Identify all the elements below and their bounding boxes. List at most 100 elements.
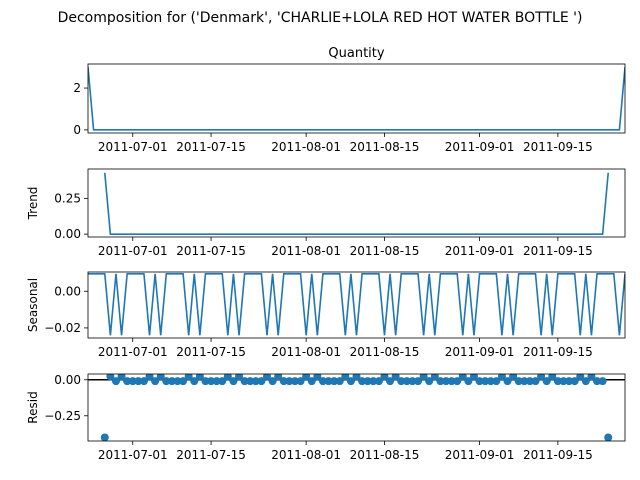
x-tick-label: 2011-09-01 <box>445 140 515 154</box>
resid-point <box>604 433 613 441</box>
y-tick-label: 0.25 <box>54 191 81 205</box>
plot-area <box>103 172 610 235</box>
series-line <box>88 67 625 131</box>
resid-point <box>218 377 227 386</box>
resid-point <box>497 374 506 381</box>
resid-point <box>111 377 120 386</box>
y-tick-label: 0.00 <box>54 227 81 241</box>
resid-point <box>302 374 311 381</box>
resid-point <box>531 377 540 386</box>
resid-point <box>139 377 148 386</box>
axes-frame <box>87 373 626 442</box>
resid-point <box>447 377 456 386</box>
resid-point <box>279 377 288 386</box>
resid-point <box>201 377 210 386</box>
resid-point <box>593 377 602 386</box>
x-tick-label: 2011-08-15 <box>350 448 420 462</box>
resid-point <box>268 377 277 386</box>
resid-point <box>335 377 344 386</box>
resid-point <box>581 377 590 386</box>
resid-point <box>162 377 171 386</box>
resid-point <box>374 377 383 386</box>
resid-point <box>151 377 160 386</box>
series-line <box>88 273 625 336</box>
resid-point <box>128 377 137 386</box>
x-tick-label: 2011-08-01 <box>271 448 341 462</box>
figure-title: Decomposition for ('Denmark', 'CHARLIE+L… <box>58 10 583 26</box>
resid-point <box>537 374 546 381</box>
y-axis-label: Resid <box>26 391 40 423</box>
resid-point <box>195 374 204 381</box>
resid-point <box>123 377 132 386</box>
resid-point <box>520 377 529 386</box>
resid-point <box>363 377 372 386</box>
resid-point <box>179 377 188 386</box>
resid-point <box>419 374 428 381</box>
resid-point <box>553 377 562 386</box>
y-tick-label: 0 <box>73 123 81 137</box>
resid-point <box>430 374 439 381</box>
resid-point <box>402 377 411 386</box>
resid-point <box>117 374 126 381</box>
resid-point <box>542 377 551 386</box>
resid-point <box>486 377 495 386</box>
resid-point <box>341 374 350 381</box>
plot-area <box>88 374 625 441</box>
resid-point <box>458 374 467 381</box>
x-tick-label: 2011-08-15 <box>350 345 420 359</box>
resid-point <box>257 377 266 386</box>
resid-point <box>453 377 462 386</box>
x-tick-label: 2011-09-01 <box>445 244 515 258</box>
panel-3: Seasonal 0.00 −0.02 2011-07-01 2011-07-15 201… <box>26 271 626 359</box>
y-tick-label: −0.25 <box>44 409 81 423</box>
resid-point <box>229 377 238 386</box>
y-tick-label: 2 <box>73 81 81 95</box>
resid-point <box>184 374 193 381</box>
axes-frame <box>87 63 626 134</box>
resid-point <box>318 377 327 386</box>
resid-point <box>358 377 367 386</box>
panel-2: Trend 0.00 0.25 2011-07-01 2011-07-15 2011-08… <box>26 168 626 258</box>
resid-point <box>559 377 568 386</box>
x-tick-label: 2011-08-01 <box>271 244 341 258</box>
x-tick-label: 2011-07-15 <box>176 345 246 359</box>
resid-point <box>285 377 294 386</box>
resid-point <box>307 377 316 386</box>
x-tick-label: 2011-09-15 <box>523 448 593 462</box>
x-tick-label: 2011-08-01 <box>271 140 341 154</box>
y-tick-label: −0.02 <box>44 321 81 335</box>
resid-point <box>548 374 557 381</box>
x-tick-label: 2011-08-01 <box>271 345 341 359</box>
resid-point <box>290 377 299 386</box>
resid-point <box>190 377 199 386</box>
resid-point <box>576 374 585 381</box>
axes-frame <box>87 271 626 339</box>
resid-point <box>464 377 473 386</box>
x-tick-label: 2011-09-15 <box>523 140 593 154</box>
resid-point <box>251 377 260 386</box>
resid-point <box>503 377 512 386</box>
resid-point <box>263 374 271 381</box>
resid-point <box>509 374 518 381</box>
resid-point <box>514 377 523 386</box>
x-tick-label: 2011-07-01 <box>98 244 168 258</box>
resid-point <box>100 433 109 441</box>
y-axis-label: Trend <box>26 187 40 221</box>
x-tick-label: 2011-09-15 <box>523 345 593 359</box>
plot-area <box>88 273 625 336</box>
resid-point <box>380 374 389 381</box>
y-axis-label: Seasonal <box>26 278 40 332</box>
resid-point <box>313 374 322 381</box>
resid-point <box>369 377 378 386</box>
resid-point <box>525 377 534 386</box>
resid-point <box>240 377 249 386</box>
resid-point <box>492 377 501 386</box>
resid-point <box>212 377 221 386</box>
resid-point <box>207 377 216 386</box>
resid-point <box>223 374 232 381</box>
y-tick-label: 0.00 <box>54 373 81 387</box>
resid-point <box>386 377 395 386</box>
resid-point <box>414 377 423 386</box>
resid-point <box>235 374 244 381</box>
